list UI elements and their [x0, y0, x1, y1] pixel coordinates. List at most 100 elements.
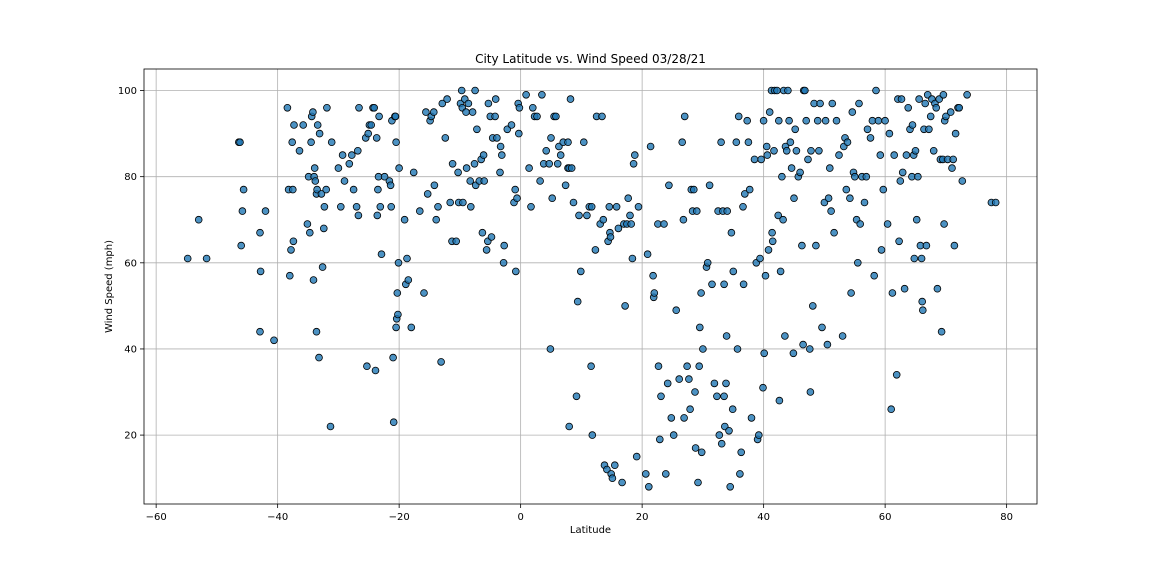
data-point	[621, 302, 629, 310]
data-point	[722, 332, 731, 340]
data-point	[432, 215, 441, 224]
data-point	[692, 207, 701, 215]
data-point	[309, 108, 317, 116]
data-point	[862, 172, 871, 181]
data-point	[918, 297, 926, 306]
data-point	[614, 224, 623, 233]
data-point	[792, 147, 801, 155]
data-point	[888, 289, 897, 297]
data-point	[256, 228, 264, 237]
data-point	[736, 470, 744, 478]
data-point	[403, 254, 411, 263]
data-point	[448, 160, 457, 168]
data-point	[567, 164, 576, 172]
data-point	[825, 164, 834, 172]
data-point	[917, 254, 926, 263]
data-point	[726, 482, 734, 491]
data-point	[422, 108, 430, 116]
data-point	[462, 164, 471, 172]
data-point	[323, 104, 331, 112]
data-point	[491, 95, 500, 103]
data-point	[756, 254, 764, 263]
data-point	[728, 405, 737, 414]
data-point	[815, 147, 823, 155]
data-point	[933, 284, 942, 293]
data-point	[326, 422, 335, 431]
data-point	[599, 215, 608, 224]
data-point	[373, 211, 382, 220]
data-point	[290, 121, 298, 129]
data-point	[482, 246, 491, 254]
data-point	[473, 125, 481, 134]
data-point	[678, 138, 686, 147]
data-point	[288, 138, 297, 147]
data-point	[371, 366, 380, 375]
data-point	[863, 125, 872, 134]
data-point	[552, 112, 560, 121]
data-point	[775, 396, 784, 405]
data-point	[866, 134, 875, 142]
x-tick-label: 20	[636, 512, 649, 523]
data-point	[583, 211, 591, 220]
data-point	[237, 241, 246, 250]
data-point	[628, 254, 637, 263]
data-point	[497, 151, 506, 159]
data-point	[821, 116, 830, 125]
data-point	[910, 254, 919, 263]
data-point	[667, 414, 676, 422]
data-point	[626, 211, 634, 220]
data-point	[354, 211, 363, 220]
data-point	[898, 168, 907, 177]
data-point	[848, 108, 857, 116]
data-point	[786, 138, 795, 147]
data-point	[496, 142, 505, 151]
data-point	[634, 203, 643, 211]
data-point	[911, 147, 920, 155]
chart-title: City Latitude vs. Wind Speed 03/28/21	[475, 52, 706, 66]
data-point	[564, 138, 572, 147]
data-point	[576, 267, 585, 276]
data-point	[566, 95, 575, 103]
data-point	[745, 185, 754, 194]
data-point	[392, 138, 400, 147]
data-point	[722, 379, 730, 388]
data-point	[305, 228, 314, 237]
data-point	[370, 104, 379, 112]
data-point	[462, 108, 470, 116]
data-point	[340, 177, 349, 185]
data-point	[499, 258, 508, 267]
data-point	[480, 177, 489, 185]
data-point	[739, 280, 748, 289]
data-point	[569, 198, 578, 207]
data-point	[895, 237, 903, 246]
data-point	[661, 470, 670, 478]
data-point	[389, 353, 397, 362]
data-point	[548, 194, 556, 203]
data-point	[307, 138, 315, 147]
data-point	[694, 478, 702, 487]
data-point	[743, 116, 751, 125]
data-point	[288, 185, 297, 194]
data-point	[729, 267, 738, 276]
data-point	[183, 254, 192, 263]
data-point	[785, 116, 793, 125]
data-point	[946, 108, 955, 116]
data-point	[892, 370, 901, 379]
x-axis-label: Latitude	[570, 525, 611, 536]
data-point	[689, 185, 698, 194]
data-point	[415, 207, 424, 215]
data-point	[798, 241, 806, 250]
data-point	[787, 164, 796, 172]
data-point	[705, 181, 714, 190]
data-point	[675, 375, 683, 383]
data-point	[761, 271, 770, 280]
data-point	[643, 250, 652, 259]
data-point	[739, 203, 747, 211]
data-point	[312, 327, 321, 336]
data-point	[313, 121, 322, 129]
data-point	[691, 388, 699, 396]
data-point	[991, 198, 1000, 207]
data-point	[261, 207, 270, 215]
data-point	[710, 379, 719, 388]
data-point	[491, 112, 499, 121]
